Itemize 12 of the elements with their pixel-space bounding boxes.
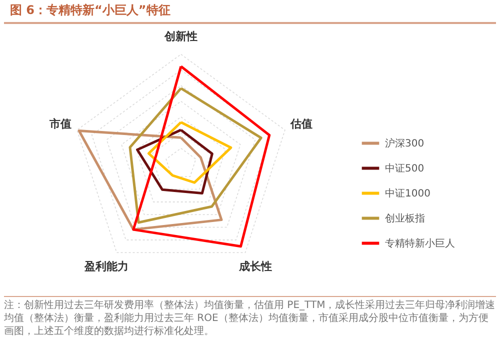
spoke-label: 创新性 (163, 30, 198, 43)
spoke-label: 盈利能力 (83, 260, 128, 273)
spoke-label: 成长性 (238, 260, 272, 273)
legend-label: 专精特新小巨人 (385, 237, 455, 250)
spoke-label: 市值 (48, 118, 72, 131)
legend-label: 中证1000 (385, 187, 430, 200)
legend-label: 中证500 (385, 162, 424, 174)
legend-label: 创业板指 (385, 212, 425, 224)
spoke-label: 估值 (290, 118, 313, 131)
chart-title: 图 6：专精特新“小巨人”特征 (4, 0, 496, 24)
legend-label: 沪深300 (385, 137, 424, 150)
text: 注：创新性用过去三年研发费用率（整体法）均值衡量，估值用 PE_TTM，成长性采用过去三年归母净利润增速均值（整体法）衡量，盈利能力用过去三年 ROE（整体法）均值衡量，市值采用成分股中位市值衡量，为方便画图，上述五个维度的数据均进行标准化处理。 (4, 299, 496, 338)
